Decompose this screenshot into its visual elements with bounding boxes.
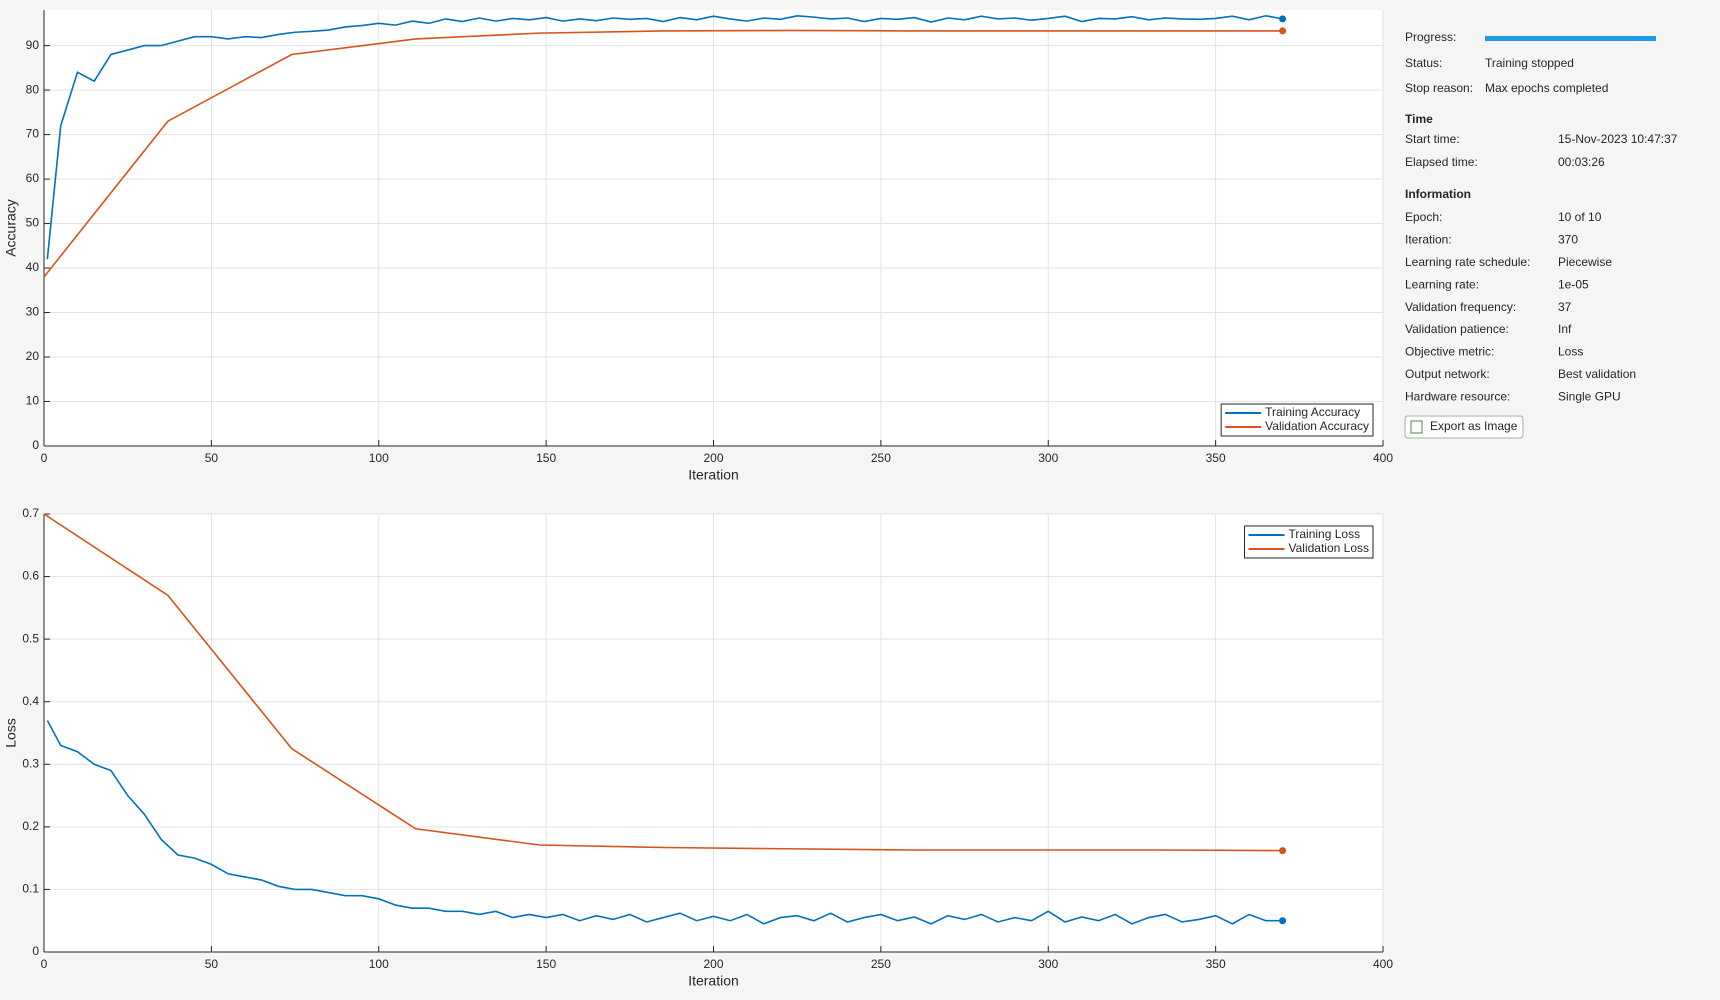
info-value: Single GPU <box>1558 389 1621 403</box>
status-value: Max epochs completed <box>1485 81 1608 95</box>
y-axis-label: Accuracy <box>3 199 19 257</box>
y-tick-label: 70 <box>26 127 40 141</box>
time-key: Elapsed time: <box>1405 155 1478 169</box>
x-tick-label: 350 <box>1206 957 1226 971</box>
info-key: Validation patience: <box>1405 322 1509 336</box>
x-tick-label: 50 <box>205 957 219 971</box>
x-tick-label: 150 <box>536 957 556 971</box>
y-tick-label: 0.5 <box>22 631 39 645</box>
y-tick-label: 0.2 <box>22 819 39 833</box>
info-value: Best validation <box>1558 367 1636 381</box>
x-axis-label: Iteration <box>688 467 739 483</box>
info-key: Epoch: <box>1405 210 1442 224</box>
info-rows: Status: Training stopped Stop reason: Max e… <box>1405 56 1678 403</box>
info-value: Loss <box>1558 345 1583 359</box>
x-tick-label: 200 <box>703 957 723 971</box>
x-tick-label: 400 <box>1373 957 1393 971</box>
time-value: 15-Nov-2023 10:47:37 <box>1558 132 1678 146</box>
x-tick-label: 200 <box>703 451 723 465</box>
info-key: Output network: <box>1405 367 1490 381</box>
series-line <box>43 29 1283 278</box>
x-tick-label: 150 <box>536 451 556 465</box>
y-tick-label: 0.7 <box>22 506 39 520</box>
y-tick-label: 10 <box>26 394 40 408</box>
x-tick-label: 100 <box>369 957 389 971</box>
x-tick-label: 0 <box>41 957 48 971</box>
button-frame[interactable] <box>1404 415 1524 439</box>
info-value: Piecewise <box>1558 255 1612 269</box>
x-tick-label: 0 <box>41 451 48 465</box>
info-panel: Progress: <box>1405 30 1656 44</box>
button-icon <box>1410 420 1423 434</box>
info-key: Objective metric: <box>1405 345 1494 359</box>
x-tick-label: 300 <box>1038 451 1058 465</box>
end-marker <box>1279 27 1287 35</box>
x-tick-label: 400 <box>1373 451 1393 465</box>
info-value: 1e-05 <box>1558 277 1589 291</box>
legend-frame <box>1220 403 1374 437</box>
y-tick-label: 40 <box>26 260 40 274</box>
x-tick-label: 250 <box>871 451 891 465</box>
info-key: Learning rate schedule: <box>1405 255 1530 269</box>
y-tick-label: 30 <box>26 305 40 319</box>
legend-label: Validation Accuracy <box>1265 419 1369 433</box>
y-tick-label: 50 <box>26 216 40 230</box>
y-tick-label: 80 <box>26 82 40 96</box>
x-tick-label: 50 <box>205 451 219 465</box>
section-title: Time <box>1405 112 1433 126</box>
time-key: Start time: <box>1405 132 1460 146</box>
end-marker <box>1279 847 1287 855</box>
x-tick-label: 250 <box>871 957 891 971</box>
info-key: Learning rate: <box>1405 277 1479 291</box>
y-tick-label: 0.1 <box>22 882 39 896</box>
series-line <box>46 14 1283 260</box>
info-value: Inf <box>1558 322 1572 336</box>
info-value: 10 of 10 <box>1558 210 1602 224</box>
legend-label: Training Accuracy <box>1265 405 1360 419</box>
status-value: Training stopped <box>1485 56 1574 70</box>
progress-bar <box>1485 36 1656 41</box>
info-value: 370 <box>1558 233 1578 247</box>
axes: 0 50 100 150 200 250 300 350 400 0 10 20 30 40 50 60 70 8… <box>3 10 1393 483</box>
end-marker <box>1279 917 1287 925</box>
x-tick-label: 350 <box>1206 451 1226 465</box>
info-key: Iteration: <box>1405 233 1452 247</box>
y-tick-label: 0.3 <box>22 756 39 770</box>
y-tick-label: 0.6 <box>22 569 39 583</box>
status-key: Status: <box>1405 56 1442 70</box>
legend-label: Validation Loss <box>1289 541 1370 555</box>
y-tick-label: 0 <box>32 438 39 452</box>
end-marker <box>1279 15 1287 23</box>
y-tick-label: 20 <box>26 349 40 363</box>
section-title: Information <box>1405 187 1471 201</box>
x-axis-label: Iteration <box>688 973 739 989</box>
y-tick-label: 0.4 <box>22 694 39 708</box>
y-tick-label: 0 <box>32 944 39 958</box>
series-line <box>43 513 1283 852</box>
info-key: Hardware resource: <box>1405 389 1510 403</box>
series-line <box>46 720 1283 925</box>
button-label[interactable]: Export as Image <box>1430 419 1518 433</box>
y-tick-label: 60 <box>26 171 40 185</box>
legend-label: Training Loss <box>1289 527 1361 541</box>
y-tick-label: 90 <box>26 38 40 52</box>
info-value: 37 <box>1558 300 1572 314</box>
legend-frame <box>1244 525 1374 559</box>
time-value: 00:03:26 <box>1558 155 1605 169</box>
x-tick-label: 300 <box>1038 957 1058 971</box>
axes: 0 50 100 150 200 250 300 350 400 0 0.1 0.2 0.3 0.4 0.5… <box>3 506 1394 989</box>
status-key: Stop reason: <box>1405 81 1473 95</box>
x-tick-label: 100 <box>369 451 389 465</box>
y-axis-label: Loss <box>3 718 19 748</box>
info-key: Validation frequency: <box>1405 300 1516 314</box>
export-button[interactable]: Export as Image <box>1404 415 1524 439</box>
progress-label: Progress: <box>1405 30 1456 44</box>
